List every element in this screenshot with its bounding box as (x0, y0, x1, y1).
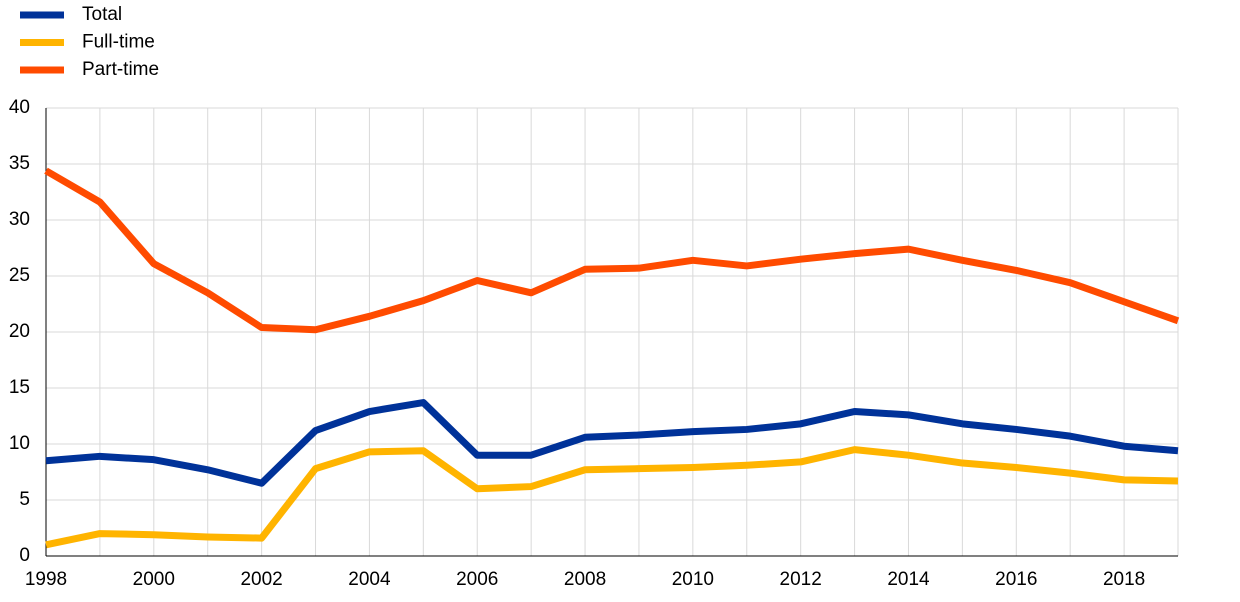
y-tick-label: 30 (9, 209, 30, 230)
x-tick-label: 2000 (133, 569, 175, 590)
x-tick-label: 2014 (887, 569, 930, 590)
y-tick-label: 25 (9, 265, 30, 286)
x-tick-label: 2018 (1103, 569, 1145, 590)
y-tick-label: 0 (19, 545, 30, 566)
series-line (45, 399, 1179, 487)
x-tick-label: 1998 (25, 569, 67, 590)
y-tick-label: 40 (9, 97, 30, 118)
series-line (44, 167, 1180, 334)
x-tick-label: 2004 (348, 569, 391, 590)
y-tick-label: 10 (9, 433, 30, 454)
legend-label: Part-time (82, 59, 159, 80)
legend-label: Total (82, 4, 122, 25)
x-tick-label: 2016 (995, 569, 1037, 590)
x-tick-label: 2002 (240, 569, 282, 590)
x-tick-label: 2012 (780, 569, 822, 590)
legend-label: Full-time (82, 32, 155, 53)
x-tick-label: 2006 (456, 569, 498, 590)
x-tick-label: 2008 (564, 569, 606, 590)
x-tick-label: 2010 (672, 569, 714, 590)
y-tick-label: 5 (19, 489, 30, 510)
y-tick-label: 35 (9, 153, 30, 174)
y-tick-label: 15 (9, 377, 30, 398)
y-tick-label: 20 (9, 321, 30, 342)
series-line (45, 446, 1179, 549)
